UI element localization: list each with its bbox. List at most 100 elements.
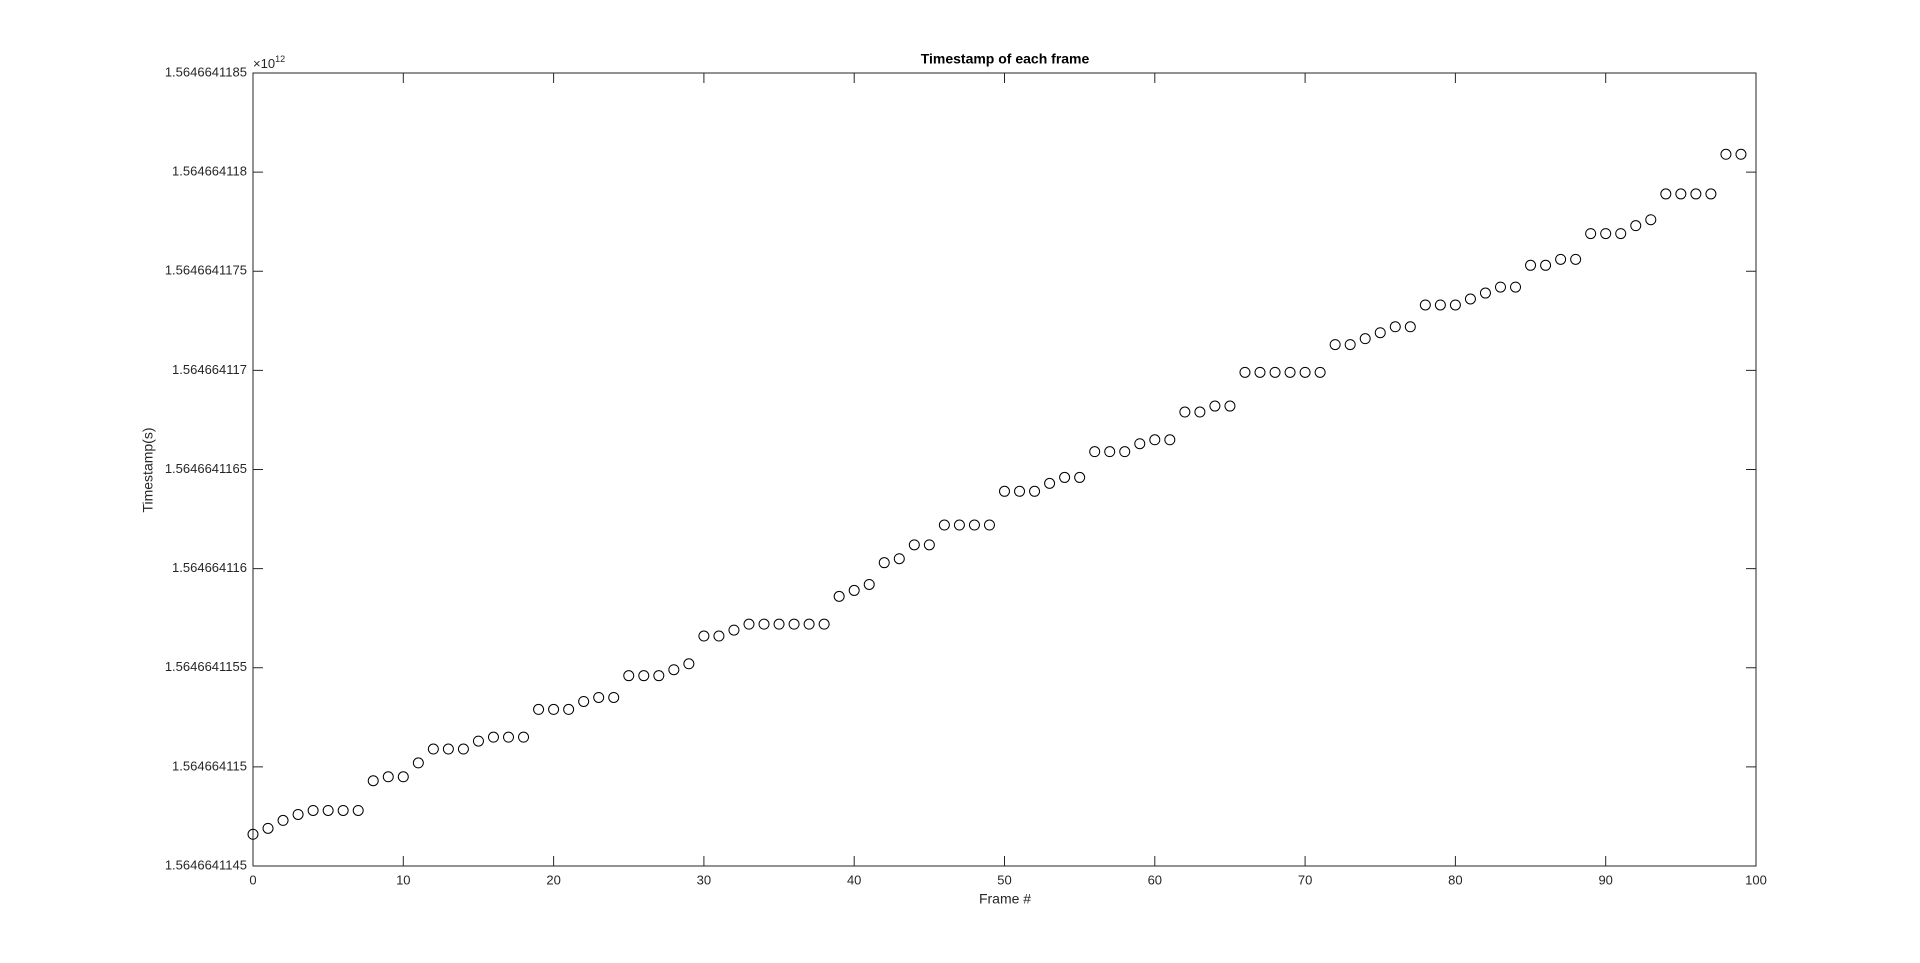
x-tick-label: 10 xyxy=(396,872,410,887)
multiplier-base: ×10 xyxy=(253,56,275,71)
point xyxy=(1690,188,1702,200)
point xyxy=(1074,471,1086,483)
point xyxy=(999,485,1010,497)
point xyxy=(457,743,469,755)
point xyxy=(1134,438,1146,450)
x-tick-label: 70 xyxy=(1298,872,1312,887)
point xyxy=(1615,228,1627,240)
point xyxy=(1389,321,1401,333)
y-tick-label: 1.564664115 xyxy=(172,758,247,773)
point xyxy=(277,814,289,826)
point xyxy=(1434,299,1446,311)
point xyxy=(833,590,845,602)
point xyxy=(382,771,394,783)
x-tick-label: 100 xyxy=(1745,872,1767,887)
point xyxy=(367,775,379,787)
point xyxy=(548,703,560,715)
point xyxy=(1359,333,1371,345)
point xyxy=(1164,434,1176,446)
point xyxy=(698,630,710,642)
y-tick-label: 1.5646641165 xyxy=(165,461,247,476)
point xyxy=(818,618,830,630)
point xyxy=(397,771,409,783)
point xyxy=(578,695,590,707)
point xyxy=(1089,446,1101,458)
point xyxy=(803,618,815,630)
point xyxy=(638,670,650,682)
y-axis-label: Timestamp(s) xyxy=(140,427,156,512)
point xyxy=(1224,400,1236,412)
point xyxy=(442,743,454,755)
point xyxy=(1525,259,1537,271)
point xyxy=(1029,485,1041,497)
point xyxy=(1314,366,1326,378)
point xyxy=(472,735,484,747)
y-tick-label: 1.5646641145 xyxy=(165,857,247,872)
y-tick-label: 1.564664116 xyxy=(172,560,247,575)
point xyxy=(968,519,980,531)
point xyxy=(412,757,424,769)
point xyxy=(623,670,635,682)
point xyxy=(773,618,785,630)
point xyxy=(743,618,755,630)
point xyxy=(1254,366,1266,378)
point xyxy=(1645,214,1657,226)
point xyxy=(1735,148,1747,160)
point xyxy=(322,804,334,816)
point xyxy=(1059,471,1071,483)
point xyxy=(503,731,515,743)
point xyxy=(1494,281,1506,293)
point xyxy=(518,731,530,743)
x-tick-label: 60 xyxy=(1148,872,1162,887)
point xyxy=(337,804,349,816)
x-axis-label: Frame # xyxy=(979,891,1031,907)
point xyxy=(848,584,860,596)
multiplier-exponent: 12 xyxy=(275,54,285,64)
x-tick-label: 50 xyxy=(997,872,1011,887)
point xyxy=(1720,148,1732,160)
point xyxy=(487,731,499,743)
point xyxy=(533,703,545,715)
point xyxy=(1269,366,1281,378)
point xyxy=(1044,477,1056,489)
point xyxy=(1705,188,1717,200)
point xyxy=(653,670,665,682)
point xyxy=(292,808,304,820)
axes-box xyxy=(252,72,1757,867)
y-tick-label: 1.5646641185 xyxy=(165,64,247,79)
point xyxy=(1209,400,1221,412)
point xyxy=(1179,406,1191,418)
point xyxy=(1675,188,1687,200)
point xyxy=(788,618,800,630)
point xyxy=(668,664,680,676)
point xyxy=(938,519,950,531)
point xyxy=(1510,281,1522,293)
point xyxy=(247,828,259,840)
point xyxy=(1104,446,1116,458)
point xyxy=(893,553,905,565)
x-tick-label: 80 xyxy=(1448,872,1462,887)
point xyxy=(1660,188,1672,200)
point xyxy=(1149,434,1161,446)
point xyxy=(352,804,364,816)
point xyxy=(262,822,274,834)
y-multiplier: ×1012 xyxy=(253,54,285,71)
point xyxy=(593,691,605,703)
y-tick-label: 1.5646641155 xyxy=(165,659,247,674)
point xyxy=(1419,299,1431,311)
point xyxy=(1479,287,1491,299)
point xyxy=(1600,228,1612,240)
point xyxy=(923,539,935,551)
x-tick-label: 30 xyxy=(697,872,711,887)
point xyxy=(1570,253,1582,265)
point xyxy=(1344,339,1356,351)
point xyxy=(758,618,770,630)
point xyxy=(1299,366,1311,378)
point xyxy=(878,557,890,569)
point xyxy=(1194,406,1206,418)
point xyxy=(908,539,920,551)
point xyxy=(427,743,439,755)
point xyxy=(608,691,620,703)
